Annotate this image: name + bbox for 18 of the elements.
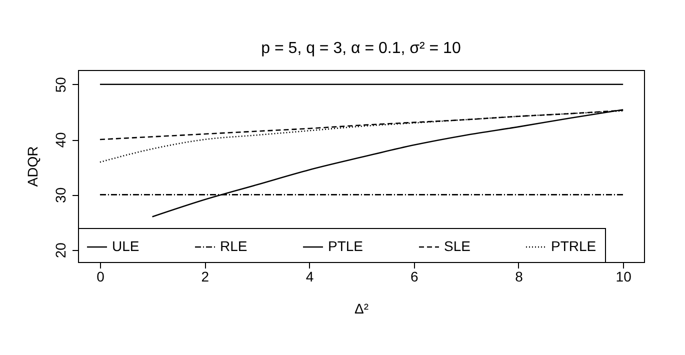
legend-label: PTLE [328,238,364,254]
legend-label: ULE [112,238,140,254]
y-tick-label: 50 [52,76,68,93]
y-tick-label: 40 [52,132,68,148]
y-axis-title: ADQR [24,146,40,187]
x-tick-label: 10 [616,268,632,284]
y-tick-label: 20 [52,242,68,258]
x-tick-label: 0 [96,268,105,284]
x-tick-label: 4 [306,268,314,284]
x-axis-title: Δ² [354,300,369,316]
legend-label: SLE [444,238,470,254]
legend-label: RLE [220,238,248,254]
legend-label: PTRLE [551,238,596,254]
y-tick-label: 30 [52,187,68,203]
x-tick-label: 8 [515,268,524,284]
chart-title: p = 5, q = 3, α = 0.1, σ² = 10 [261,40,461,57]
x-tick-label: 6 [410,268,418,284]
x-tick-label: 2 [201,268,210,284]
